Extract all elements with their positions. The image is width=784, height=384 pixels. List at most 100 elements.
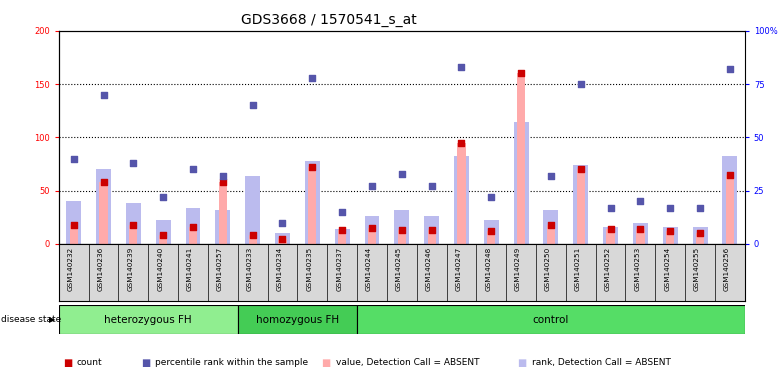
Text: GSM140237: GSM140237 (336, 247, 342, 291)
Point (187, 166, 199, 172)
Text: count: count (77, 358, 103, 367)
Text: GSM140244: GSM140244 (366, 247, 372, 291)
Bar (577, 169, 585, 244)
Text: GSM140253: GSM140253 (634, 247, 641, 291)
Text: percentile rank within the sample: percentile rank within the sample (155, 358, 308, 367)
Text: GSM140255: GSM140255 (694, 247, 700, 291)
Point (157, 194, 169, 200)
Bar (216, 210, 230, 244)
Point (216, 179, 229, 185)
Bar (305, 161, 320, 244)
Point (246, 102, 259, 108)
Text: GSM140249: GSM140249 (515, 247, 521, 291)
Text: ■: ■ (321, 358, 331, 368)
Bar (156, 220, 171, 244)
Point (724, 172, 736, 178)
Bar (186, 208, 201, 244)
Point (276, 235, 289, 242)
Bar (427, 230, 436, 244)
Text: GSM140232: GSM140232 (67, 247, 74, 291)
Point (634, 226, 647, 232)
Point (426, 227, 438, 233)
Bar (607, 229, 615, 244)
Bar (368, 228, 376, 244)
Bar (365, 216, 379, 244)
Bar (487, 231, 495, 244)
Text: GSM140254: GSM140254 (664, 247, 670, 291)
Point (365, 183, 378, 189)
Bar (189, 227, 197, 244)
Text: GSM140245: GSM140245 (396, 247, 401, 291)
Text: GSM140239: GSM140239 (127, 247, 133, 291)
Point (97, 179, 110, 185)
Point (604, 226, 617, 232)
Text: GSM140235: GSM140235 (307, 247, 312, 291)
Bar (335, 229, 350, 244)
Text: GSM140236: GSM140236 (97, 247, 103, 291)
Text: GDS3668 / 1570541_s_at: GDS3668 / 1570541_s_at (241, 13, 417, 27)
Bar (603, 227, 618, 244)
Bar (126, 204, 141, 244)
Text: ■: ■ (63, 358, 72, 368)
Point (456, 64, 468, 70)
Point (694, 205, 706, 211)
Point (127, 222, 140, 228)
Point (545, 222, 557, 228)
Point (545, 172, 557, 179)
Point (306, 164, 318, 170)
Point (216, 172, 229, 179)
Bar (238, 305, 357, 334)
Bar (666, 231, 674, 244)
Bar (219, 182, 227, 244)
Bar (159, 235, 167, 244)
Point (575, 166, 587, 172)
Text: GSM140246: GSM140246 (426, 247, 432, 291)
Point (485, 194, 498, 200)
Point (634, 198, 647, 204)
Point (157, 232, 169, 238)
Bar (454, 156, 469, 244)
Bar (275, 233, 290, 244)
Text: GSM140248: GSM140248 (485, 247, 492, 291)
Bar (543, 210, 558, 244)
Bar (338, 230, 347, 244)
Text: GSM140241: GSM140241 (187, 247, 193, 291)
Point (97, 91, 110, 98)
Point (365, 225, 378, 231)
Point (336, 227, 348, 233)
Bar (96, 169, 111, 244)
Text: control: control (533, 314, 569, 325)
Point (67, 156, 80, 162)
Point (456, 139, 468, 146)
Bar (633, 223, 648, 244)
Point (426, 183, 438, 189)
Text: GSM140234: GSM140234 (277, 247, 282, 291)
Bar (59, 305, 238, 334)
Bar (457, 142, 466, 244)
Bar (546, 225, 555, 244)
Bar (637, 229, 644, 244)
Point (575, 81, 587, 87)
Bar (394, 210, 409, 244)
Text: GSM140252: GSM140252 (604, 247, 611, 291)
Point (336, 209, 348, 215)
Point (724, 66, 736, 72)
Text: ■: ■ (141, 358, 151, 368)
Text: rank, Detection Call = ABSENT: rank, Detection Call = ABSENT (532, 358, 670, 367)
Point (246, 232, 259, 238)
Point (694, 230, 706, 236)
Bar (357, 305, 745, 334)
Text: ■: ■ (517, 358, 527, 368)
Bar (726, 175, 734, 244)
Point (187, 224, 199, 230)
Point (395, 227, 408, 233)
Bar (100, 182, 107, 244)
Point (515, 70, 528, 76)
Bar (514, 122, 528, 244)
Point (276, 220, 289, 226)
Bar (70, 225, 78, 244)
Point (604, 205, 617, 211)
Bar (249, 235, 257, 244)
Bar (67, 201, 82, 244)
Bar (484, 220, 499, 244)
